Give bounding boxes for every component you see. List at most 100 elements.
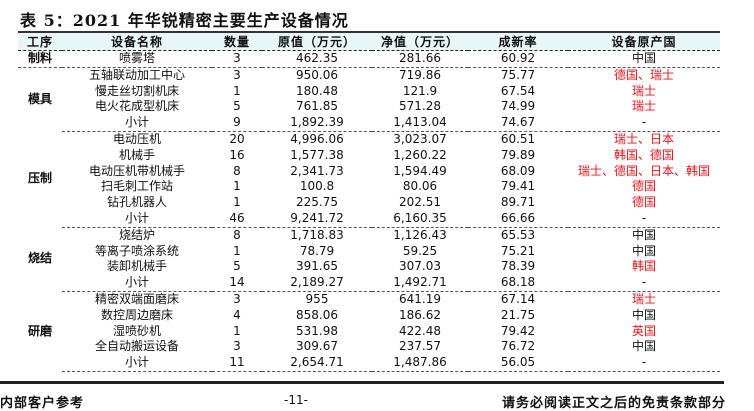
equipment-name-cell: 小计 bbox=[62, 115, 212, 132]
table-row: 小计 9 1,892.39 1,413.04 74.67- bbox=[18, 115, 720, 132]
table-row: 湿喷砂机 1 531.98 422.48 79.42 英国 bbox=[18, 324, 720, 340]
header-stage: 工序 bbox=[26, 35, 53, 49]
equipment-name-cell: 五轴联动加工中心 bbox=[88, 67, 185, 82]
quantity-cell: 1 bbox=[233, 323, 241, 338]
newness-rate-cell: 79.41 bbox=[500, 179, 536, 194]
origin-country-cell: 瑞士 bbox=[631, 99, 656, 114]
origin-country-cell: - bbox=[568, 115, 720, 132]
newness-rate-cell: 76.72 bbox=[500, 339, 536, 354]
newness-rate-cell: 79.89 bbox=[500, 147, 536, 162]
origin-country-cell: 德国 bbox=[631, 179, 656, 194]
header-original-value: 原值（万元） bbox=[277, 35, 356, 49]
newness-rate-cell: 67.54 bbox=[500, 83, 536, 98]
original-value-cell: 858.06 bbox=[296, 307, 338, 322]
quantity-cell: 1 bbox=[233, 195, 241, 210]
origin-country-cell: 中国 bbox=[631, 339, 656, 354]
origin-country-cell: - bbox=[568, 355, 720, 372]
equipment-name-cell: 电动压机带机械手 bbox=[88, 163, 185, 178]
equipment-name-cell: 钻孔机器人 bbox=[106, 195, 167, 210]
equipment-name-cell: 慢走丝切割机床 bbox=[94, 83, 179, 98]
equipment-name-cell: 扫毛刺工作站 bbox=[100, 179, 173, 194]
newness-rate-cell: 68.18 bbox=[468, 275, 568, 292]
net-value-cell: 202.51 bbox=[399, 195, 441, 210]
original-value-cell: 462.35 bbox=[262, 50, 372, 68]
stage-cell: 模具 bbox=[27, 91, 52, 106]
original-value-cell: 1,577.38 bbox=[290, 147, 344, 162]
original-value-cell: 2,341.73 bbox=[290, 163, 344, 178]
header-quantity: 数量 bbox=[223, 35, 250, 49]
footer-divider bbox=[0, 381, 724, 384]
header-equipment-name: 设备名称 bbox=[110, 35, 163, 49]
newness-rate-cell: 74.67 bbox=[468, 115, 568, 132]
origin-country-cell: - bbox=[568, 275, 720, 292]
original-value-cell: 1,718.83 bbox=[290, 227, 344, 242]
net-value-cell: 641.19 bbox=[399, 291, 441, 306]
original-value-cell: 9,241.72 bbox=[262, 210, 372, 228]
header-origin-country: 设备原产国 bbox=[611, 35, 677, 49]
net-value-cell: 80.06 bbox=[402, 179, 438, 194]
equipment-name-cell: 等离子喷涂系统 bbox=[94, 243, 179, 258]
equipment-name-cell: 小计 bbox=[62, 355, 212, 372]
table-row: 数控周边磨床 4 858.06 186.62 21.75 中国 bbox=[18, 308, 720, 324]
net-value-cell: 571.28 bbox=[399, 99, 441, 114]
equipment-name-cell: 全自动搬运设备 bbox=[94, 339, 179, 354]
net-value-cell: 237.57 bbox=[399, 339, 441, 354]
equipment-name-cell: 烧结炉 bbox=[118, 227, 155, 242]
table-row: 钻孔机器人 1 225.75 202.51 89.71 德国 bbox=[18, 195, 720, 211]
net-value-cell: 1,492.71 bbox=[372, 275, 468, 292]
table-row: 模具 五轴联动加工中心 3 950.06 719.86 75.77 德国、瑞士 bbox=[18, 67, 720, 106]
equipment-name-cell: 电火花成型机床 bbox=[94, 99, 179, 114]
equipment-name-cell: 机械手 bbox=[118, 147, 155, 162]
original-value-cell: 225.75 bbox=[296, 195, 338, 210]
newness-rate-cell: 74.99 bbox=[500, 99, 536, 114]
quantity-cell: 8 bbox=[233, 163, 241, 178]
original-value-cell: 761.85 bbox=[296, 99, 338, 114]
newness-rate-cell: 78.39 bbox=[500, 259, 536, 274]
table-row: 慢走丝切割机床 1 180.48 121.9 67.54 瑞士 bbox=[18, 84, 720, 100]
quantity-cell: 46 bbox=[212, 210, 262, 228]
quantity-cell: 9 bbox=[212, 115, 262, 132]
origin-country-cell: 瑞士 bbox=[631, 83, 656, 98]
table-row: 小计 11 2,654.71 1,487.86 56.05- bbox=[18, 355, 720, 372]
equipment-name-cell: 喷雾塔 bbox=[62, 50, 212, 68]
origin-country-cell: 瑞士、日本 bbox=[613, 131, 674, 146]
table-row: 全自动搬运设备 3 309.67 237.57 76.72 中国 bbox=[18, 339, 720, 355]
net-value-cell: 1,260.22 bbox=[393, 147, 447, 162]
footer-disclaimer: 请务必阅读正文之后的免责条款部分 bbox=[502, 396, 727, 411]
origin-country-cell: 中国 bbox=[631, 307, 656, 322]
table-row: 扫毛刺工作站 1 100.8 80.06 79.41 德国 bbox=[18, 179, 720, 195]
quantity-cell: 4 bbox=[233, 307, 241, 322]
original-value-cell: 309.67 bbox=[296, 339, 338, 354]
original-value-cell: 180.48 bbox=[296, 83, 338, 98]
newness-rate-cell: 75.21 bbox=[500, 243, 536, 258]
origin-country-cell: 中国 bbox=[568, 50, 720, 68]
quantity-cell: 5 bbox=[233, 259, 241, 274]
original-value-cell: 4,996.06 bbox=[290, 131, 344, 146]
table-row: 等离子喷涂系统 1 78.79 59.25 75.21 中国 bbox=[18, 244, 720, 260]
original-value-cell: 531.98 bbox=[296, 323, 338, 338]
newness-rate-cell: 75.77 bbox=[500, 67, 536, 82]
net-value-cell: 307.03 bbox=[399, 259, 441, 274]
net-value-cell: 59.25 bbox=[402, 243, 438, 258]
quantity-cell: 3 bbox=[233, 67, 241, 82]
net-value-cell: 6,160.35 bbox=[372, 210, 468, 228]
table-row: 机械手 16 1,577.38 1,260.22 79.89 韩国、德国 bbox=[18, 148, 720, 164]
original-value-cell: 2,654.71 bbox=[262, 355, 372, 372]
equipment-name-cell: 装卸机械手 bbox=[106, 259, 167, 274]
net-value-cell: 121.9 bbox=[402, 83, 438, 98]
origin-country-cell: 英国 bbox=[631, 323, 656, 338]
table-row: 烧结 烧结炉 8 1,718.83 1,126.43 65.53 中国 bbox=[18, 227, 720, 266]
origin-country-cell: 韩国 bbox=[631, 259, 656, 274]
net-value-cell: 1,126.43 bbox=[393, 227, 447, 242]
equipment-name-cell: 小计 bbox=[62, 275, 212, 292]
table-title: 表 5：2021 年华锐精密主要生产设备情况 bbox=[20, 11, 349, 30]
newness-rate-cell: 89.71 bbox=[500, 195, 536, 210]
stage-cell: 压制 bbox=[27, 171, 52, 186]
equipment-name-cell: 湿喷砂机 bbox=[112, 323, 161, 338]
origin-country-cell: 瑞士、德国、日本、韩国 bbox=[577, 163, 710, 178]
table-row: 电动压机带机械手 8 2,341.73 1,594.49 68.09 瑞士、德国、日本、韩… bbox=[18, 164, 720, 180]
equipment-name-cell: 电动压机 bbox=[112, 131, 161, 146]
origin-country-cell: 德国 bbox=[631, 195, 656, 210]
quantity-cell: 14 bbox=[212, 275, 262, 292]
net-value-cell: 186.62 bbox=[399, 307, 441, 322]
